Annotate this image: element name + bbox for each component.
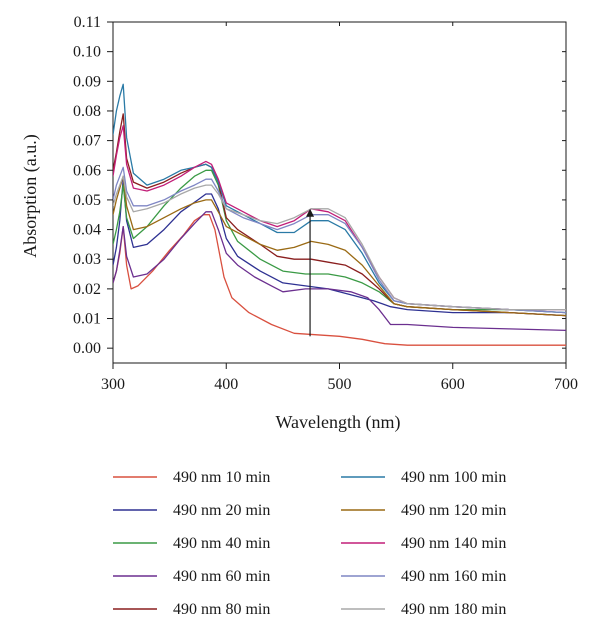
series-line-6 bbox=[113, 83, 566, 314]
y-tick-label: 0.02 bbox=[73, 281, 101, 298]
series-line-9 bbox=[113, 166, 566, 314]
y-tick-label: 0.10 bbox=[73, 44, 101, 61]
series-line-10 bbox=[113, 175, 566, 311]
y-tick-label: 0.05 bbox=[73, 192, 101, 209]
series-line-7 bbox=[113, 175, 566, 317]
legend-item: 490 nm 40 min bbox=[113, 535, 270, 552]
legend-label: 490 nm 10 min bbox=[173, 469, 270, 486]
legend-item: 490 nm 180 min bbox=[341, 601, 506, 618]
legend-label: 490 nm 60 min bbox=[173, 568, 270, 585]
x-tick-label: 600 bbox=[441, 376, 465, 393]
legend-label: 490 nm 80 min bbox=[173, 601, 270, 618]
legend-label: 490 nm 40 min bbox=[173, 535, 270, 552]
series-line-2 bbox=[113, 178, 566, 317]
legend-item: 490 nm 60 min bbox=[113, 568, 270, 585]
legend-label: 490 nm 120 min bbox=[401, 502, 506, 519]
legend-item: 490 nm 160 min bbox=[341, 568, 506, 585]
y-tick-label: 0.07 bbox=[73, 133, 101, 150]
x-tick-label: 500 bbox=[328, 376, 352, 393]
y-tick-label: 0.09 bbox=[73, 73, 101, 90]
legend-label: 490 nm 20 min bbox=[173, 502, 270, 519]
y-tick-label: 0.08 bbox=[73, 103, 101, 120]
y-tick-label: 0.04 bbox=[73, 222, 101, 239]
x-axis-title: Wavelength (nm) bbox=[275, 412, 400, 433]
y-tick-label: 0.11 bbox=[74, 14, 101, 31]
legend-label: 490 nm 160 min bbox=[401, 568, 506, 585]
series-line-3 bbox=[113, 169, 566, 314]
y-tick-label: 0.06 bbox=[73, 162, 101, 179]
legend-label: 490 nm 100 min bbox=[401, 469, 506, 486]
series-line-1 bbox=[113, 214, 566, 346]
x-axis: 300 400 500 600 700 bbox=[101, 22, 578, 393]
legend-item: 490 nm 80 min bbox=[113, 601, 270, 618]
legend-item: 490 nm 100 min bbox=[341, 469, 506, 486]
series-line-5 bbox=[113, 113, 566, 317]
series-line-4 bbox=[113, 211, 566, 332]
legend-label: 490 nm 140 min bbox=[401, 535, 506, 552]
legend-item: 490 nm 140 min bbox=[341, 535, 506, 552]
legend-item: 490 nm 10 min bbox=[113, 469, 270, 486]
legend-label: 490 nm 180 min bbox=[401, 601, 506, 618]
y-axis-title: Absorption (a.u.) bbox=[20, 134, 41, 257]
annotation-arrow-head bbox=[306, 208, 315, 217]
legend-item: 490 nm 120 min bbox=[341, 502, 506, 519]
y-tick-label: 0.00 bbox=[73, 340, 101, 357]
y-axis: 0.00 0.01 0.02 0.03 0.04 0.05 0.06 0.07 0.08 0.09… bbox=[73, 14, 566, 357]
x-tick-label: 700 bbox=[554, 376, 578, 393]
y-tick-label: 0.03 bbox=[73, 251, 101, 268]
legend-item: 490 nm 20 min bbox=[113, 502, 270, 519]
legend: 490 nm 10 min 490 nm 20 min 490 nm 40 min 4… bbox=[113, 469, 506, 618]
plot-area bbox=[112, 21, 567, 364]
y-tick-label: 0.01 bbox=[73, 311, 101, 328]
x-tick-label: 400 bbox=[214, 376, 238, 393]
x-tick-label: 300 bbox=[101, 376, 125, 393]
